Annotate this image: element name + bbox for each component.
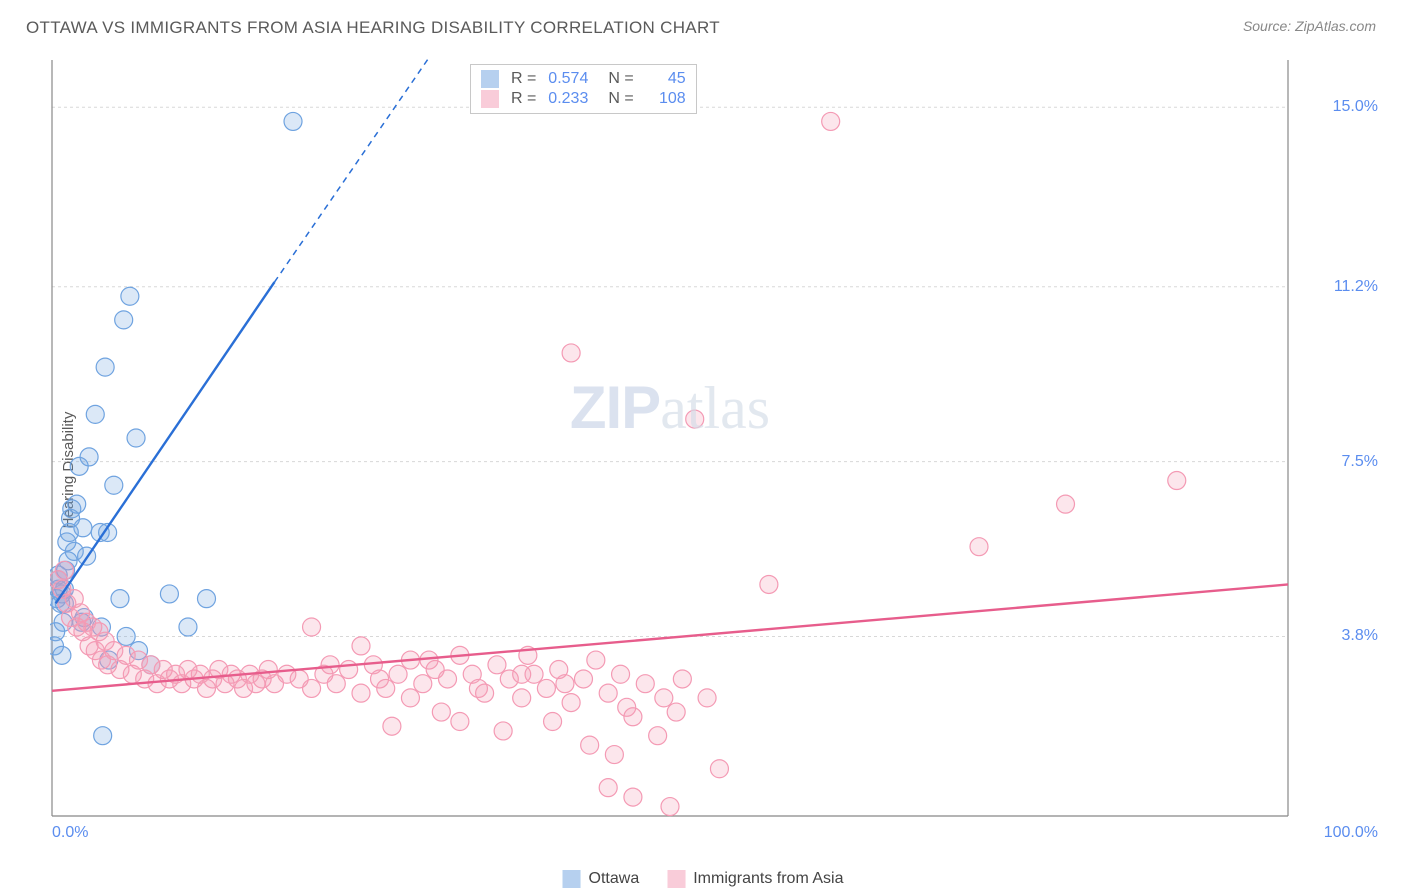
legend-swatch xyxy=(481,70,499,88)
stats-row: R = 0.574 N = 45 xyxy=(481,69,686,89)
y-tick-label: 15.0% xyxy=(1333,98,1378,116)
stat-n-label: N = xyxy=(608,90,633,108)
x-tick-label: 100.0% xyxy=(1324,824,1378,842)
legend-item: Ottawa xyxy=(563,870,640,888)
y-tick-label: 11.2% xyxy=(1334,278,1378,296)
stat-r-label: R = xyxy=(511,70,536,88)
legend-swatch xyxy=(563,870,581,888)
stat-r-value: 0.574 xyxy=(544,70,588,88)
legend-label: Immigrants from Asia xyxy=(693,870,843,888)
legend-label: Ottawa xyxy=(589,870,640,888)
stat-n-value: 108 xyxy=(642,90,686,108)
legend-item: Immigrants from Asia xyxy=(667,870,843,888)
legend-swatch xyxy=(667,870,685,888)
chart-container: Hearing Disability ZIPatlas R = 0.574 N … xyxy=(0,48,1406,892)
stats-row: R = 0.233 N = 108 xyxy=(481,89,686,109)
y-tick-label: 3.8% xyxy=(1342,627,1378,645)
plot-area: ZIPatlas R = 0.574 N = 45 R = 0.233 N = … xyxy=(50,58,1290,818)
stats-legend-box: R = 0.574 N = 45 R = 0.233 N = 108 xyxy=(470,64,697,114)
stat-r-value: 0.233 xyxy=(544,90,588,108)
stat-r-label: R = xyxy=(511,90,536,108)
stat-n-value: 45 xyxy=(642,70,686,88)
legend-swatch xyxy=(481,90,499,108)
scatter-plot-svg xyxy=(50,58,1290,818)
bottom-legend: Ottawa Immigrants from Asia xyxy=(563,870,844,888)
stat-n-label: N = xyxy=(608,70,633,88)
source-attribution: Source: ZipAtlas.com xyxy=(1243,18,1376,34)
chart-title: OTTAWA VS IMMIGRANTS FROM ASIA HEARING D… xyxy=(26,18,720,38)
y-tick-label: 7.5% xyxy=(1342,453,1378,471)
x-tick-label: 0.0% xyxy=(52,824,88,842)
